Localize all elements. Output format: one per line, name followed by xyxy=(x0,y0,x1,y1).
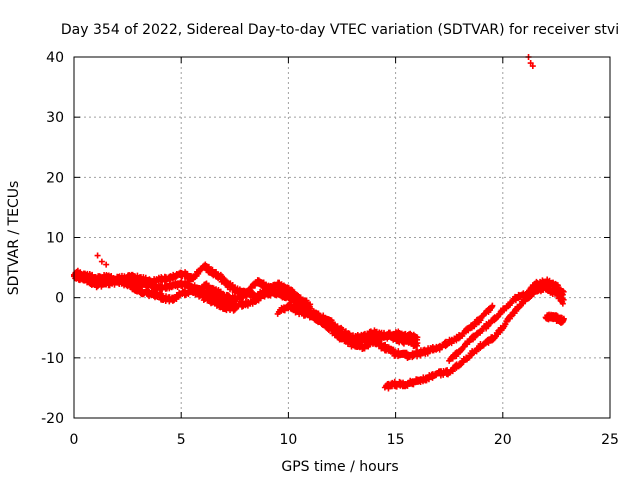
x-tick-label: 5 xyxy=(177,432,186,448)
y-tick-label: -20 xyxy=(41,411,64,427)
x-tick-label: 15 xyxy=(387,432,405,448)
grid-lines xyxy=(74,57,610,418)
data-point xyxy=(414,336,421,343)
data-point xyxy=(559,291,566,298)
y-tick-label: 0 xyxy=(55,291,64,307)
data-point xyxy=(301,299,308,306)
data-point xyxy=(98,258,105,265)
data-point xyxy=(414,342,421,349)
x-tick-label: 20 xyxy=(494,432,512,448)
data-point xyxy=(560,315,567,322)
data-point xyxy=(529,63,536,70)
x-axis-label: GPS time / hours xyxy=(281,459,398,475)
data-point xyxy=(489,303,496,310)
y-axis-label: SDTVAR / TECUs xyxy=(6,181,22,296)
x-tick-label: 0 xyxy=(70,432,79,448)
data-point xyxy=(158,290,165,297)
data-point xyxy=(94,252,101,259)
y-tick-label: 10 xyxy=(46,231,64,247)
y-tick-label: -10 xyxy=(41,351,64,367)
x-tick-label: 25 xyxy=(601,432,619,448)
data-point xyxy=(219,273,226,280)
data-point xyxy=(527,60,534,67)
data-point xyxy=(559,318,566,325)
data-point xyxy=(205,263,212,270)
axis-ticks: 0 5 10 15 20 25 -20 -10 0 10 20 30 40 xyxy=(41,50,619,448)
data-points xyxy=(71,54,567,392)
data-point xyxy=(382,341,389,348)
y-tick-label: 20 xyxy=(46,170,64,186)
chart-title: Day 354 of 2022, Sidereal Day-to-day VTE… xyxy=(61,22,619,38)
y-tick-label: 30 xyxy=(46,110,64,126)
data-point xyxy=(103,261,110,268)
data-point xyxy=(231,306,238,313)
data-point xyxy=(559,300,566,307)
x-tick-label: 10 xyxy=(279,432,297,448)
y-tick-label: 40 xyxy=(46,50,64,66)
